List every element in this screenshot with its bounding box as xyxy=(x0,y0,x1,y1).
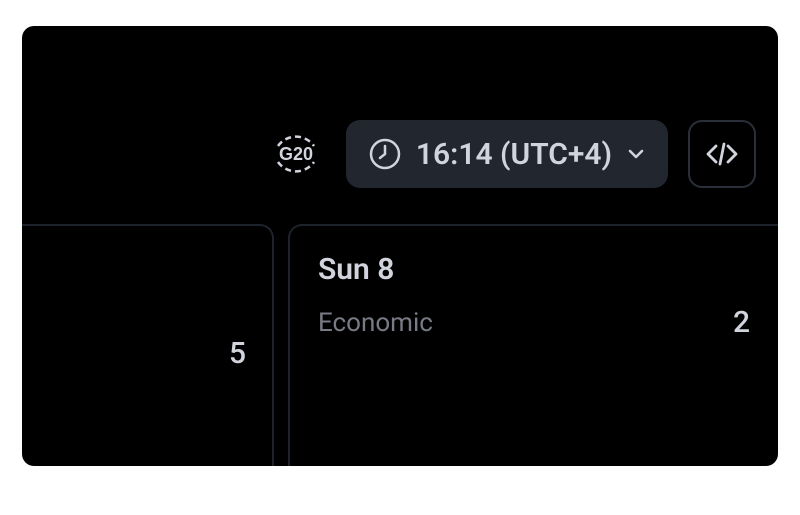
event-category-label: Economic xyxy=(318,308,433,338)
day-card-current[interactable]: Sun 8 Economic 2 xyxy=(288,224,778,466)
chevron-down-icon xyxy=(626,144,646,164)
calendar-panel: G20 16:14 (UTC+4) 5 Sun 8 xyxy=(22,26,778,466)
clock-icon xyxy=(368,137,402,171)
day-cards-row: 5 Sun 8 Economic 2 xyxy=(22,224,778,466)
day-card-prev[interactable]: 5 xyxy=(22,224,274,466)
timezone-label: 16:14 (UTC+4) xyxy=(416,137,612,172)
g20-globe-icon: G20 xyxy=(268,126,324,182)
card-row-economic: Economic 2 xyxy=(318,305,750,340)
g20-filter-badge[interactable]: G20 xyxy=(266,124,326,184)
embed-code-button[interactable] xyxy=(688,120,756,188)
timezone-selector[interactable]: 16:14 (UTC+4) xyxy=(346,120,668,188)
event-count: 5 xyxy=(229,336,246,371)
code-icon xyxy=(703,135,741,173)
svg-text:G20: G20 xyxy=(279,144,313,164)
card-date: Sun 8 xyxy=(318,252,750,287)
event-count: 2 xyxy=(733,305,750,340)
toolbar: G20 16:14 (UTC+4) xyxy=(22,114,778,194)
